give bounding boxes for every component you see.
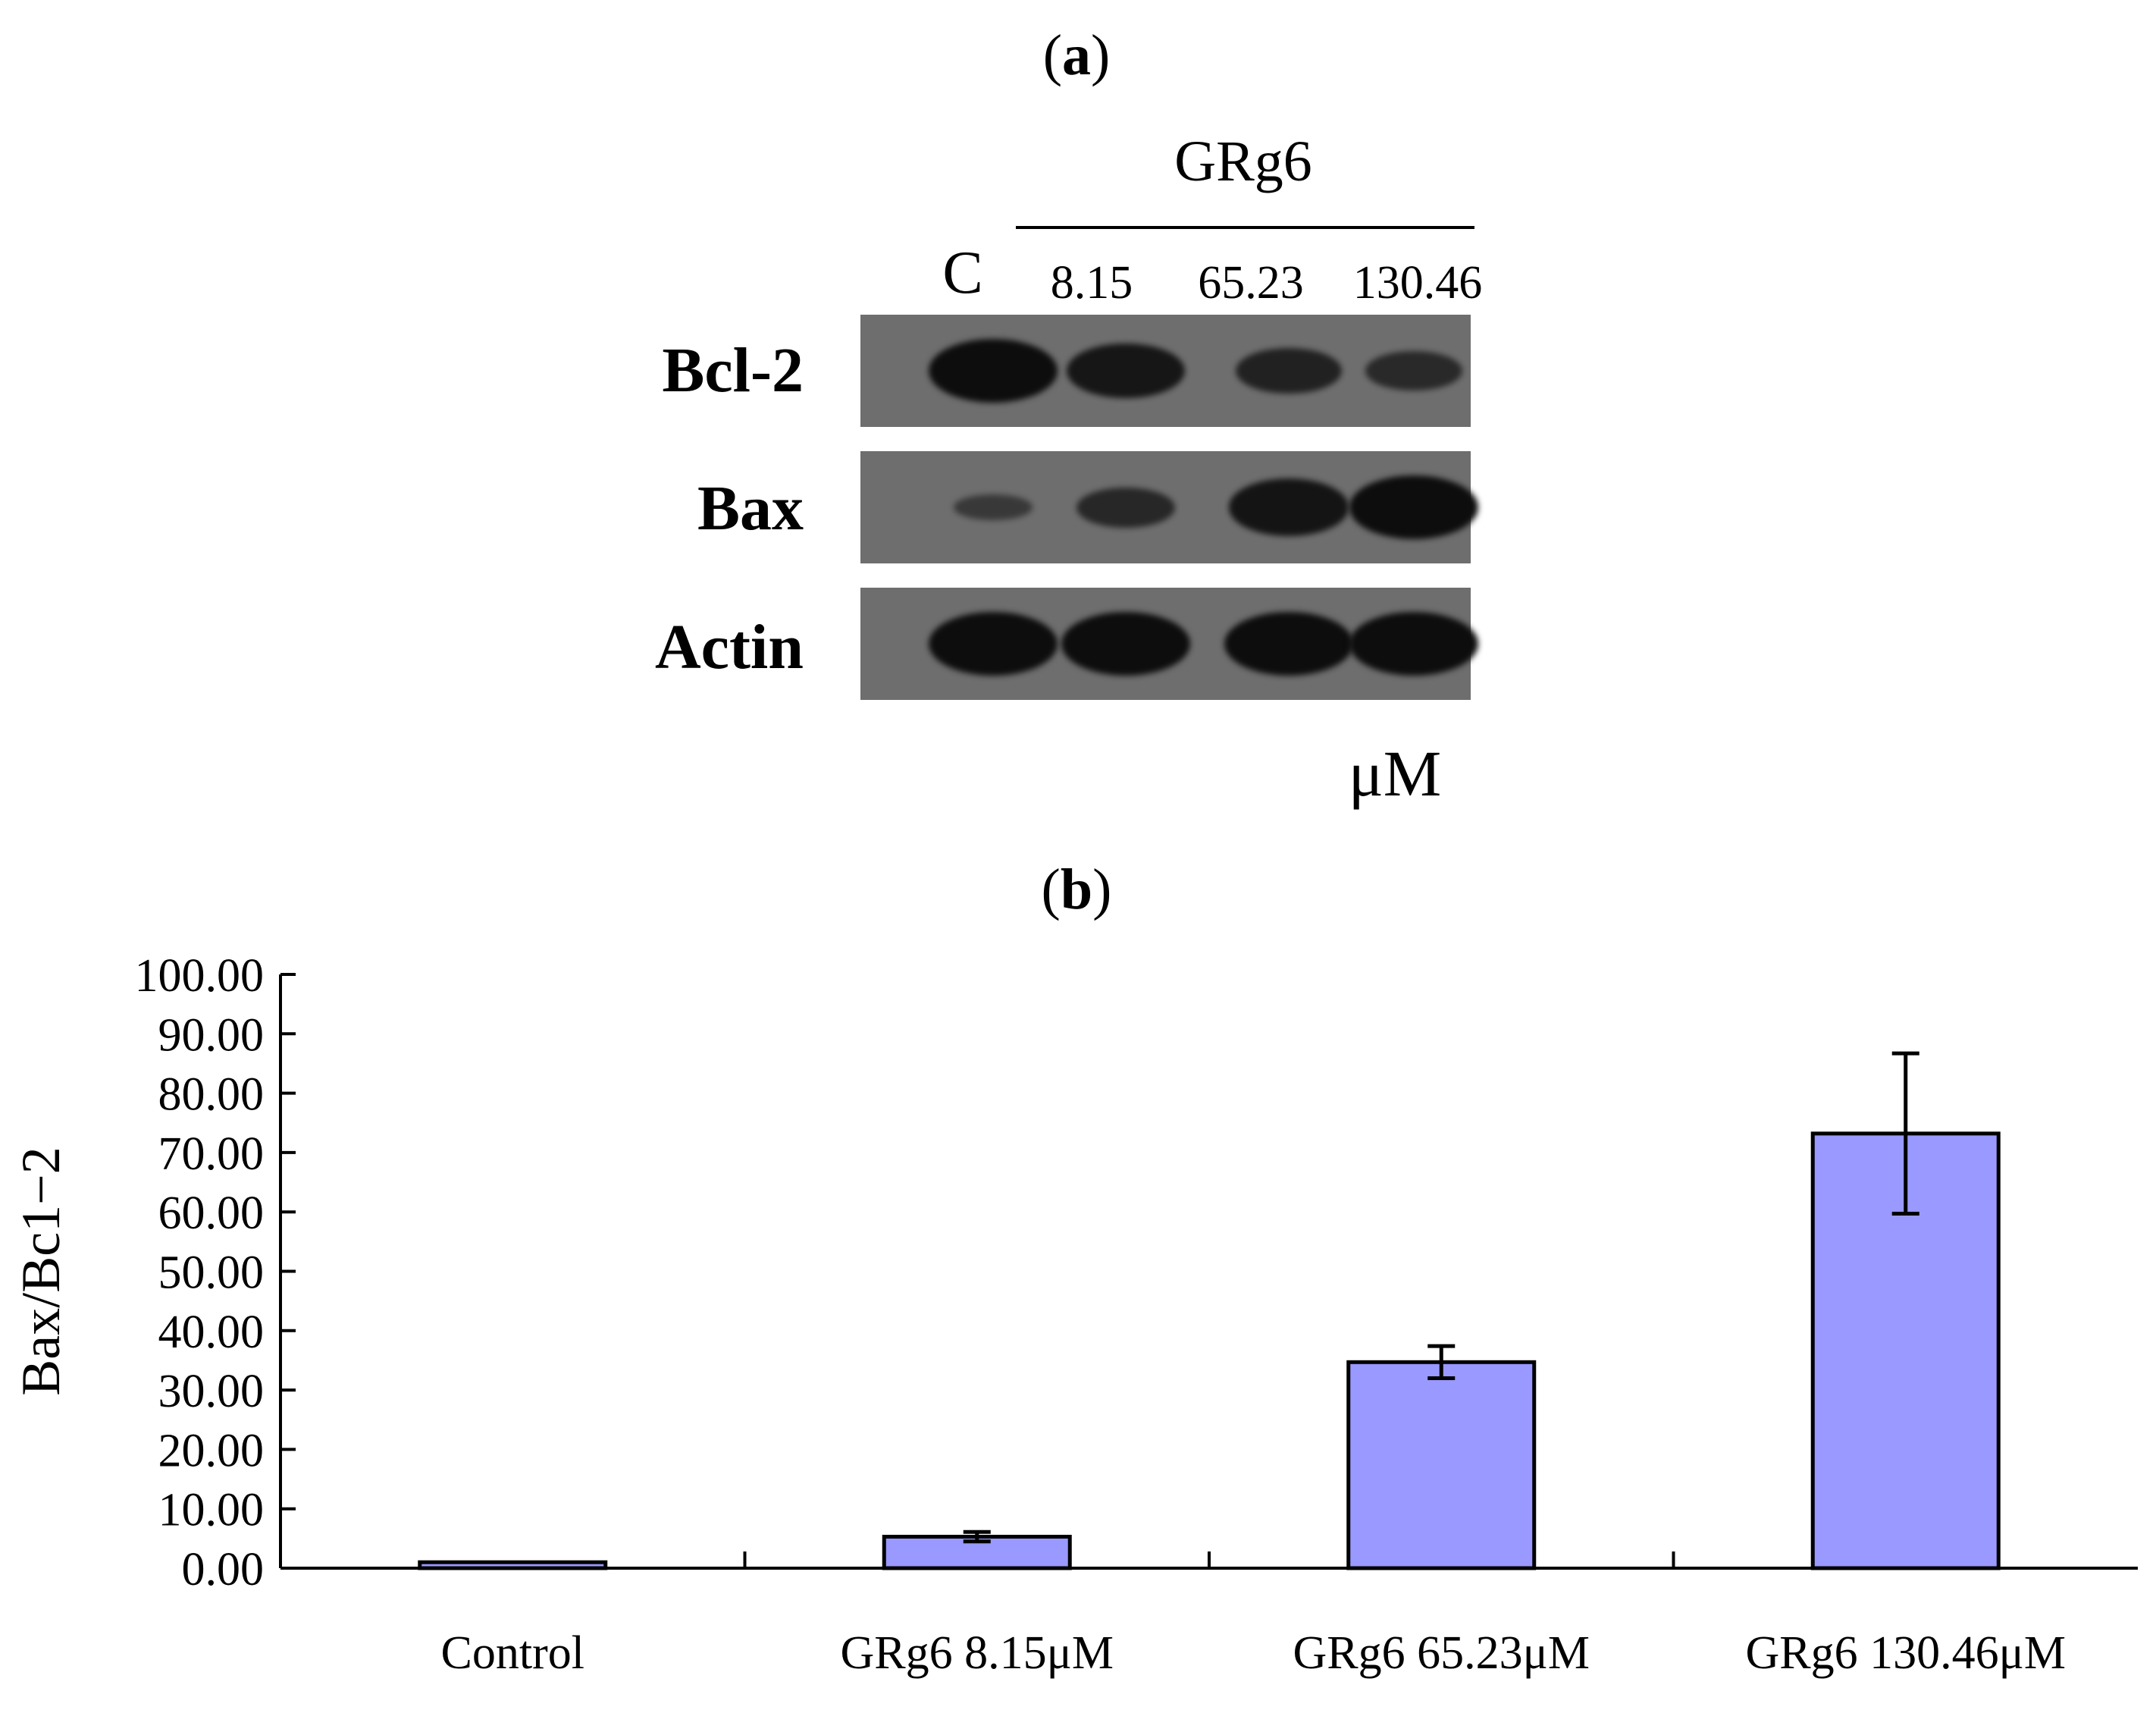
blot-band xyxy=(1224,612,1353,676)
blot-band xyxy=(1349,612,1478,676)
blot-label-actin: Actin xyxy=(655,612,804,682)
panel-a-label: (a) xyxy=(1042,24,1111,87)
blot-band xyxy=(1228,478,1349,536)
error-bar xyxy=(963,1529,991,1544)
lane-label-130-46: 130.46 xyxy=(1352,257,1483,309)
y-tick-label: 50.00 xyxy=(158,1247,265,1299)
y-tick-label: 90.00 xyxy=(158,1009,265,1061)
bar xyxy=(1346,1360,1537,1570)
y-tick-label: 10.00 xyxy=(158,1485,265,1536)
blot-band xyxy=(1349,475,1478,539)
y-tick-label: 20.00 xyxy=(158,1425,265,1476)
x-tick-label: GRg6 65.23μM xyxy=(1293,1627,1590,1679)
y-tick-label: 60.00 xyxy=(158,1187,265,1239)
blot-band xyxy=(929,339,1058,403)
y-tick-label: 70.00 xyxy=(158,1128,265,1180)
y-tick-label: 0.00 xyxy=(182,1544,265,1595)
blot-label-bax: Bax xyxy=(697,473,804,544)
lane-label-65-23: 65.23 xyxy=(1198,257,1304,309)
y-tick-label: 100.00 xyxy=(135,950,265,1002)
blot-band xyxy=(1067,343,1185,399)
error-bar xyxy=(1891,1051,1919,1216)
x-tick-label: GRg6 130.46μM xyxy=(1746,1627,2067,1679)
lane-label-control: C xyxy=(942,240,983,306)
error-bar xyxy=(1427,1344,1456,1380)
panel-b-label: (b) xyxy=(1041,858,1112,921)
blot-band xyxy=(1365,351,1463,391)
group-label: GRg6 xyxy=(1174,130,1312,193)
blot-strip-bcl2 xyxy=(860,315,1471,427)
y-tick-label: 80.00 xyxy=(158,1069,265,1121)
blot-strip-actin xyxy=(860,588,1478,700)
lane-label-8-15: 8.15 xyxy=(1050,257,1133,309)
y-axis-label: Bax/Bc1−2 xyxy=(11,1147,71,1396)
group-line xyxy=(1016,226,1474,229)
blot-band xyxy=(953,494,1033,520)
blot-band xyxy=(1236,347,1342,394)
unit-label: μM xyxy=(1348,737,1442,810)
y-tick-label: 40.00 xyxy=(158,1307,265,1358)
x-tick-label: GRg6 8.15μM xyxy=(841,1627,1114,1679)
blot-band xyxy=(1061,612,1190,676)
y-tick-label: 30.00 xyxy=(158,1366,265,1417)
blot-band xyxy=(1076,487,1175,528)
blot-strip-bax xyxy=(860,451,1478,563)
x-tick-label: Control xyxy=(441,1627,584,1679)
blot-label-bcl2: Bcl-2 xyxy=(662,335,804,406)
blot-band xyxy=(929,612,1058,676)
